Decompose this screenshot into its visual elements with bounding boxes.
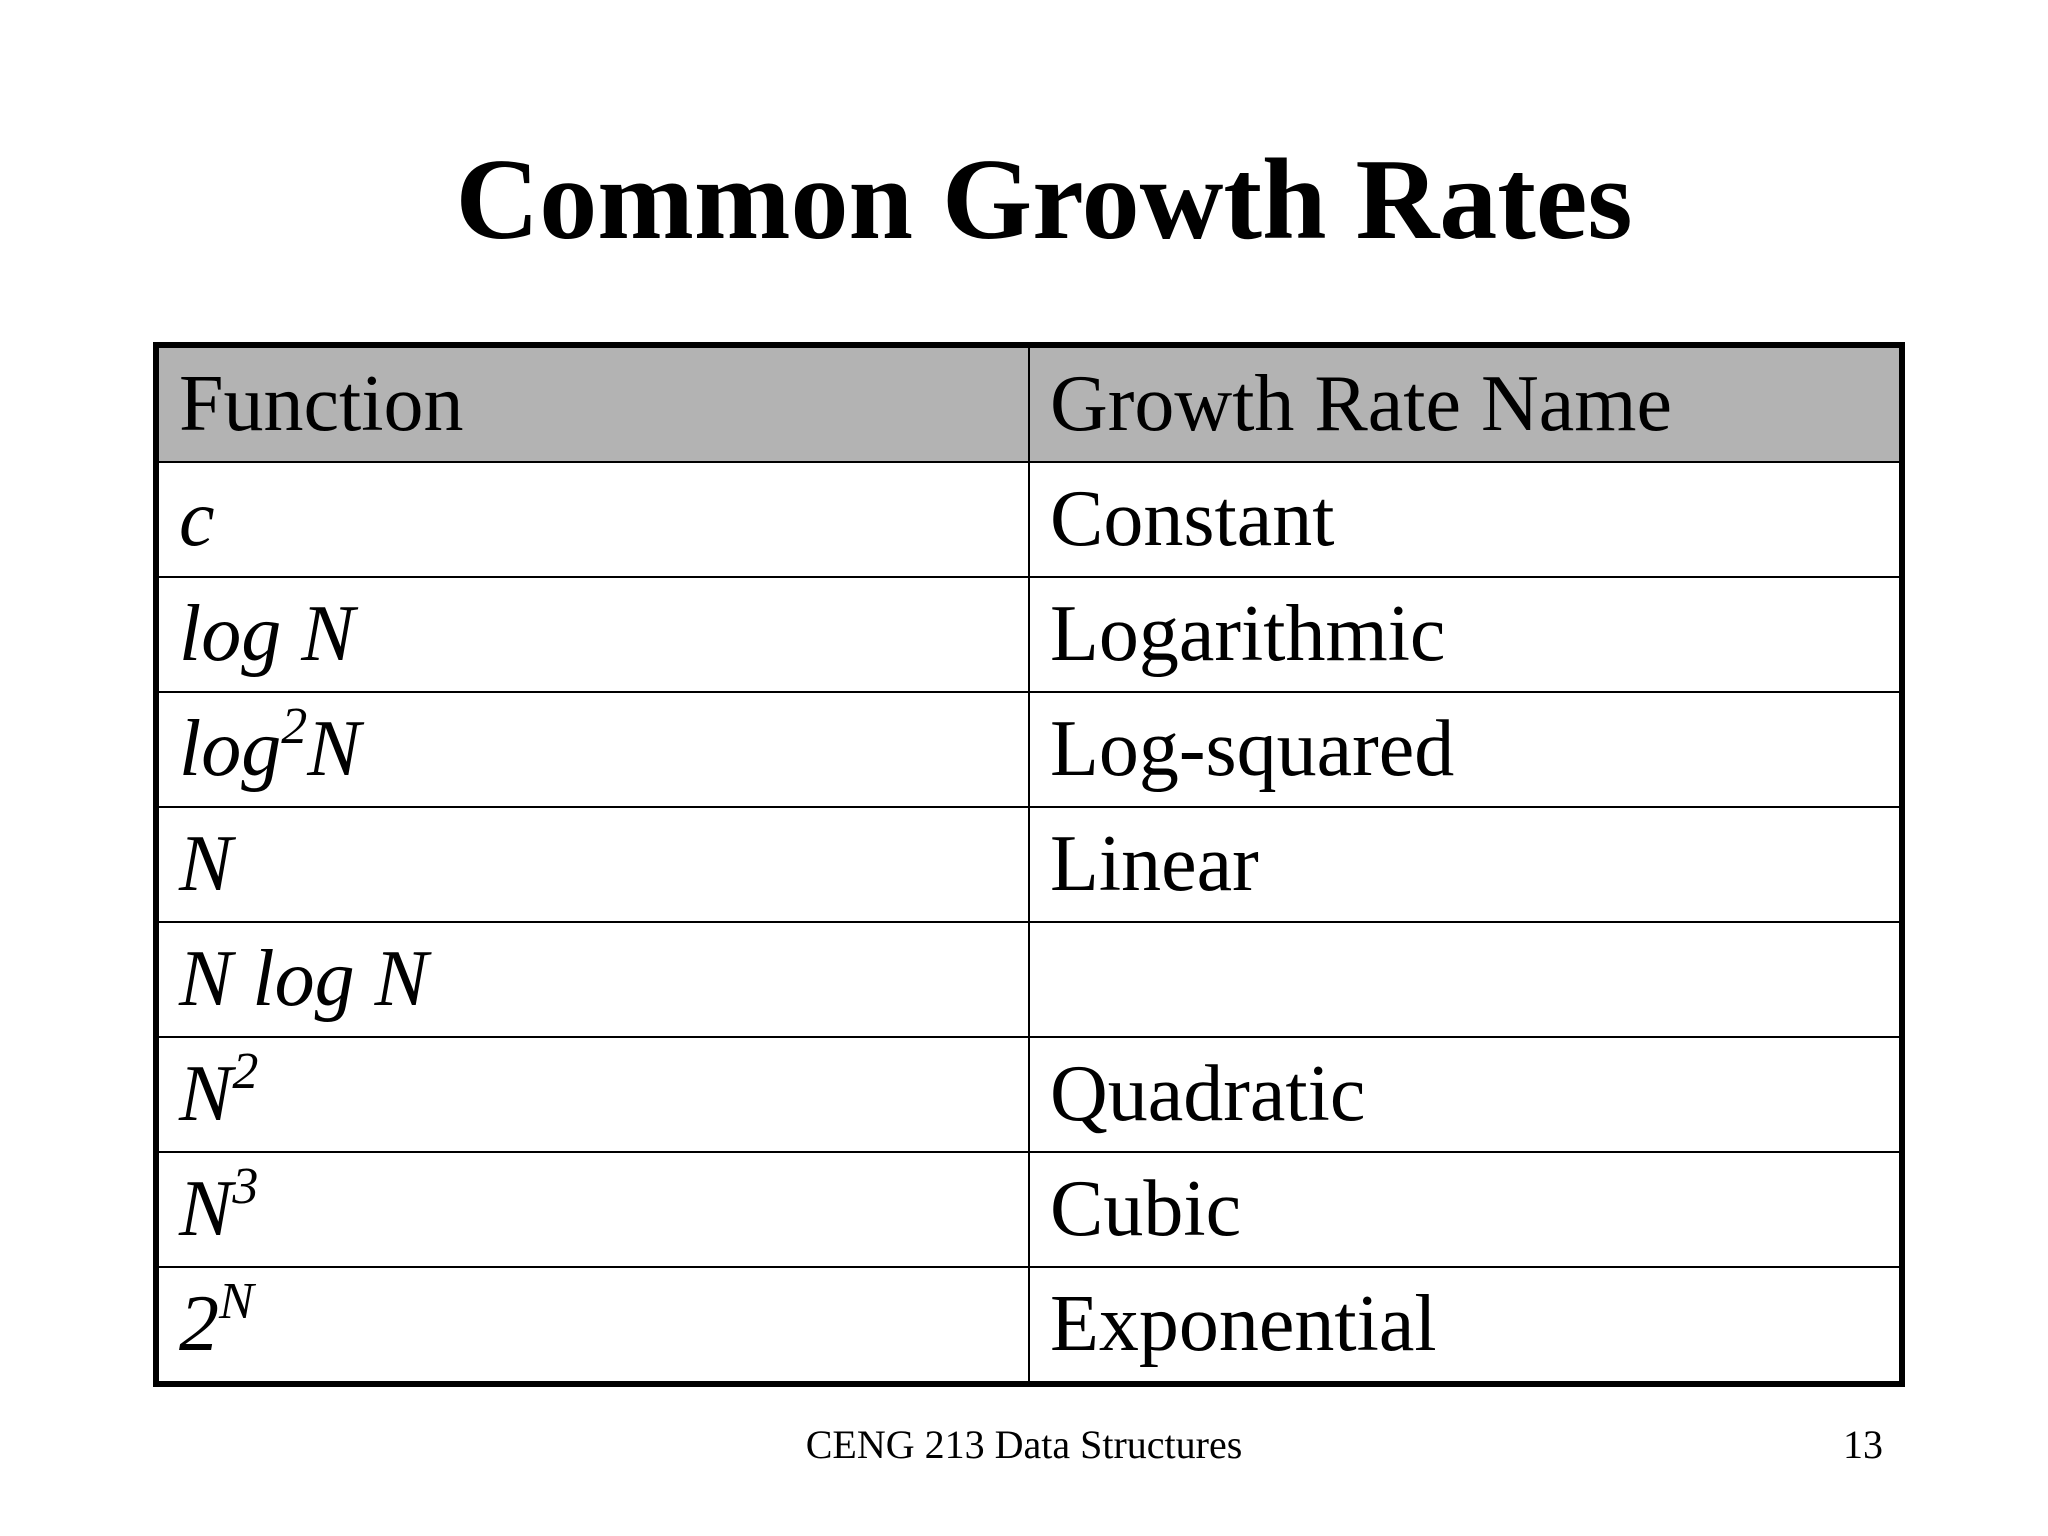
function-cell: log N bbox=[155, 576, 1030, 693]
function-cell: N3 bbox=[155, 1151, 1030, 1268]
function-cell: 2N bbox=[155, 1266, 1030, 1385]
function-cell: N bbox=[155, 806, 1030, 923]
function-base: 2 bbox=[179, 1280, 219, 1368]
function-base: log N bbox=[179, 590, 355, 678]
function-base: N log N bbox=[179, 935, 428, 1023]
table-header-row: Function Growth Rate Name bbox=[155, 344, 1903, 463]
table-row: N2 Quadratic bbox=[155, 1036, 1903, 1153]
footer-course-name: CENG 213 Data Structures bbox=[805, 1422, 1243, 1467]
growth-name-cell bbox=[1028, 921, 1903, 1038]
growth-name-cell: Quadratic bbox=[1028, 1036, 1903, 1153]
function-cell: N2 bbox=[155, 1036, 1030, 1153]
header-function: Function bbox=[155, 344, 1030, 463]
function-base: c bbox=[179, 475, 215, 563]
function-base: N bbox=[179, 820, 233, 908]
function-rest: N bbox=[307, 705, 361, 793]
table-row: N Linear bbox=[155, 806, 1903, 923]
table-row: c Constant bbox=[155, 461, 1903, 578]
function-cell: c bbox=[155, 461, 1030, 578]
growth-name-cell: Logarithmic bbox=[1028, 576, 1903, 693]
growth-name-cell: Exponential bbox=[1028, 1266, 1903, 1385]
growth-name-cell: Constant bbox=[1028, 461, 1903, 578]
function-base: N bbox=[179, 1050, 233, 1138]
table-row: N3 Cubic bbox=[155, 1151, 1903, 1268]
function-exponent: N bbox=[219, 1273, 254, 1331]
function-base: log bbox=[179, 705, 282, 793]
header-growth-rate-name: Growth Rate Name bbox=[1028, 344, 1903, 463]
growth-rates-table: Function Growth Rate Name c Constant log… bbox=[153, 342, 1905, 1387]
growth-name-cell: Cubic bbox=[1028, 1151, 1903, 1268]
function-cell: log2N bbox=[155, 691, 1030, 808]
function-cell: N log N bbox=[155, 921, 1030, 1038]
table-row: log N Logarithmic bbox=[155, 576, 1903, 693]
page-number: 13 bbox=[1843, 1422, 1883, 1467]
growth-name-cell: Linear bbox=[1028, 806, 1903, 923]
table-row: N log N bbox=[155, 921, 1903, 1038]
function-exponent: 2 bbox=[232, 1043, 259, 1101]
function-base: N bbox=[179, 1165, 233, 1253]
table-row: 2N Exponential bbox=[155, 1266, 1903, 1385]
growth-name-cell: Log-squared bbox=[1028, 691, 1903, 808]
function-exponent: 3 bbox=[232, 1158, 259, 1216]
slide-title: Common Growth Rates bbox=[455, 136, 1633, 264]
function-exponent: 2 bbox=[281, 698, 308, 756]
table-row: log2N Log-squared bbox=[155, 691, 1903, 808]
